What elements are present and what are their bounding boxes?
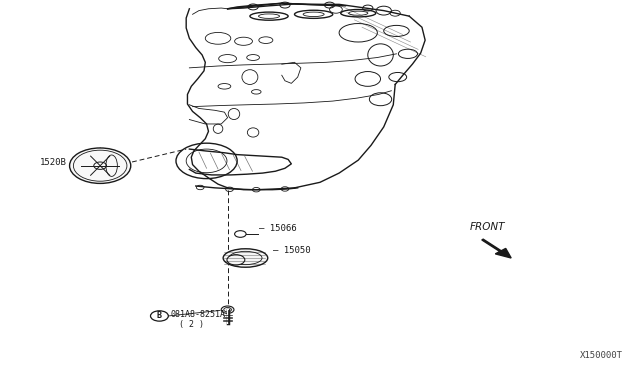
Text: X150000T: X150000T (580, 351, 623, 360)
Text: 081A8-8251A: 081A8-8251A (171, 310, 226, 319)
Text: 1520B: 1520B (40, 158, 67, 167)
Text: FRONT: FRONT (470, 222, 505, 232)
Text: ( 2 ): ( 2 ) (179, 320, 204, 328)
Text: – 15050: – 15050 (273, 246, 310, 255)
Circle shape (221, 306, 234, 313)
FancyArrow shape (482, 239, 511, 258)
Text: – 15066: – 15066 (259, 224, 297, 232)
Ellipse shape (223, 249, 268, 267)
Text: B: B (157, 311, 162, 320)
Circle shape (227, 255, 245, 265)
Circle shape (70, 148, 131, 183)
